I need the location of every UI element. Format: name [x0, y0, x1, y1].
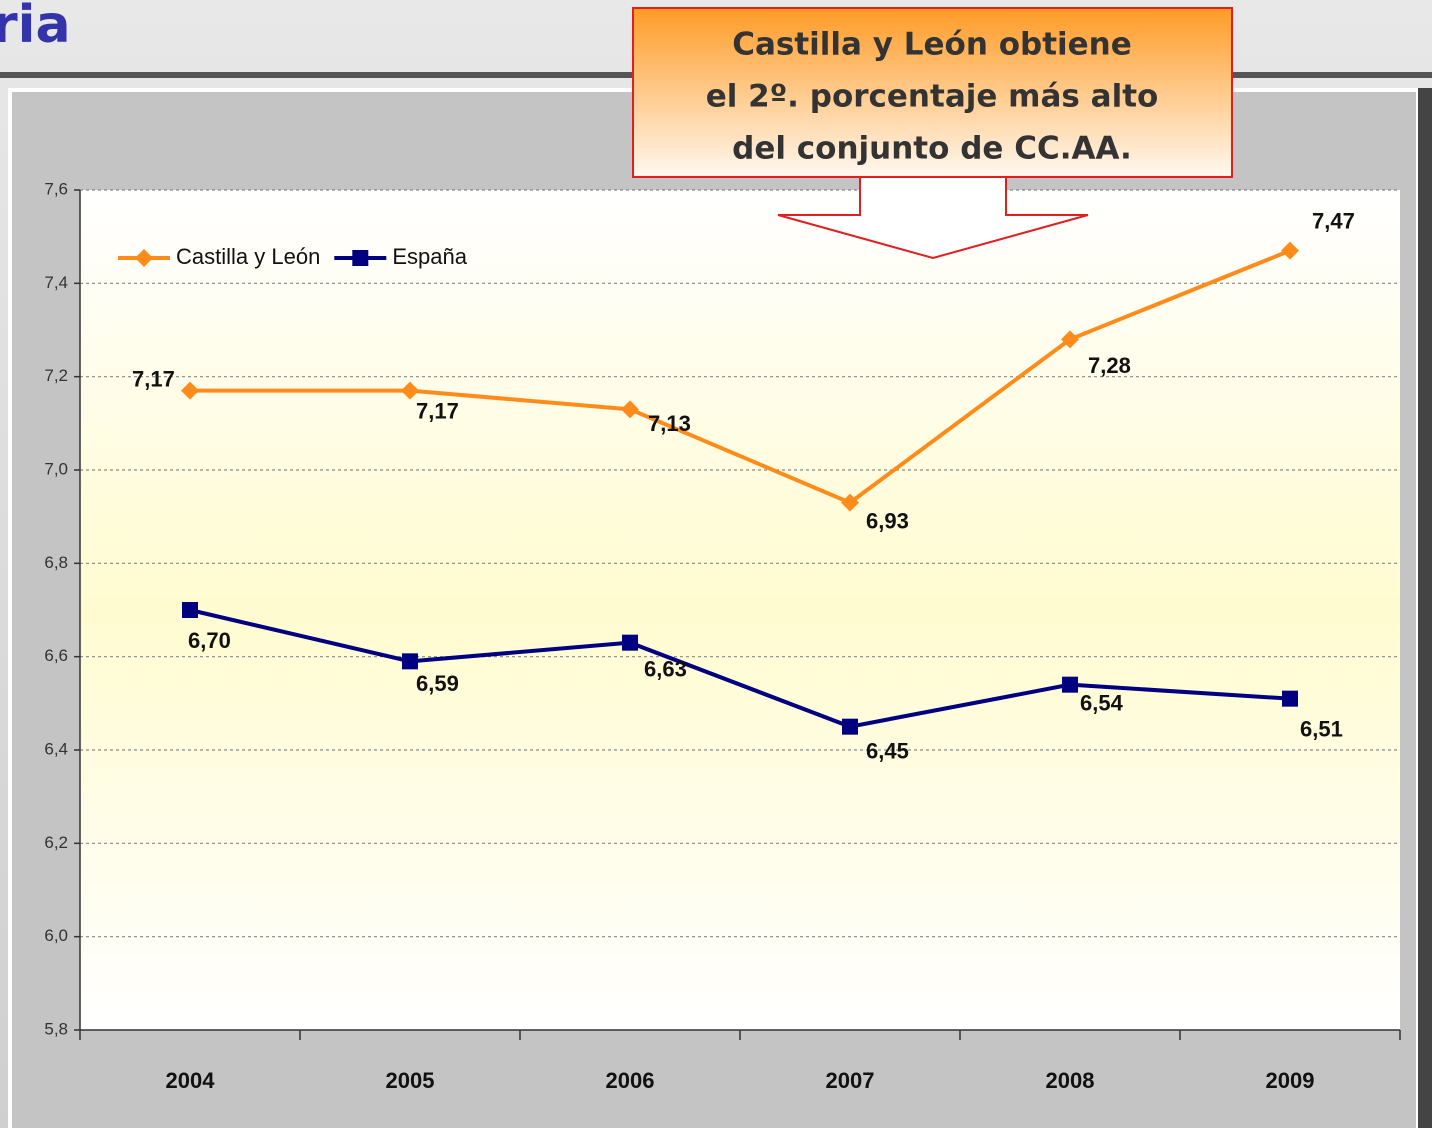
marker — [1282, 690, 1298, 707]
data-label: 7,47 — [1312, 208, 1355, 233]
data-label: 7,28 — [1088, 353, 1131, 378]
data-label: 6,59 — [416, 671, 459, 696]
y-tick-label: 6,4 — [44, 739, 68, 758]
data-label: 6,45 — [866, 738, 909, 763]
marker — [182, 602, 198, 618]
marker — [1061, 330, 1079, 349]
marker — [402, 653, 418, 670]
callout-box — [632, 7, 1233, 178]
x-tick-label: 2007 — [826, 1068, 875, 1093]
callout-text: del conjunto de CC.AA. — [732, 131, 1132, 167]
marker — [621, 400, 639, 419]
y-tick-label: 6,2 — [44, 833, 68, 852]
marker — [1062, 676, 1078, 693]
marker — [622, 634, 638, 651]
data-label: 6,63 — [644, 656, 687, 681]
x-tick-label: 2005 — [386, 1068, 435, 1093]
series-line — [190, 248, 1291, 505]
marker — [842, 718, 858, 735]
y-tick-label: 6,6 — [44, 646, 68, 665]
y-tick-label: 5,8 — [44, 1019, 68, 1038]
data-label: 7,17 — [416, 398, 459, 423]
x-tick-label: 2004 — [166, 1068, 216, 1093]
data-label: 6,54 — [1080, 690, 1124, 715]
callout-text: Castilla y León obtiene — [732, 27, 1132, 63]
data-label: 6,51 — [1300, 716, 1343, 741]
plot-area — [80, 190, 1400, 1030]
callout-text: el 2º. porcentaje más alto — [706, 79, 1159, 115]
marker — [352, 250, 369, 266]
x-tick-label: 2006 — [606, 1068, 655, 1093]
data-label: 7,17 — [132, 366, 175, 391]
y-tick-label: 7,6 — [44, 179, 68, 198]
y-tick-label: 6,8 — [44, 553, 68, 572]
slide-title: ria — [0, 0, 71, 55]
data-label: 7,13 — [648, 411, 691, 436]
marker — [181, 381, 199, 400]
marker — [841, 493, 859, 512]
legend-label: Castilla y León — [176, 244, 320, 269]
y-tick-label: 7,4 — [44, 273, 68, 292]
frame-shadow — [1418, 88, 1432, 1128]
marker — [135, 249, 153, 267]
y-tick-label: 6,0 — [44, 926, 68, 945]
series-line — [189, 608, 1291, 729]
y-tick-label: 7,0 — [44, 459, 68, 478]
x-tick-label: 2009 — [1266, 1068, 1315, 1093]
marker — [1281, 241, 1299, 260]
data-label: 6,93 — [866, 508, 909, 533]
callout-arrow — [777, 176, 1089, 260]
x-tick-label: 2008 — [1046, 1068, 1095, 1093]
data-label: 6,70 — [188, 628, 231, 653]
marker — [401, 381, 419, 400]
legend-label: España — [392, 244, 467, 269]
y-tick-label: 7,2 — [44, 366, 68, 385]
